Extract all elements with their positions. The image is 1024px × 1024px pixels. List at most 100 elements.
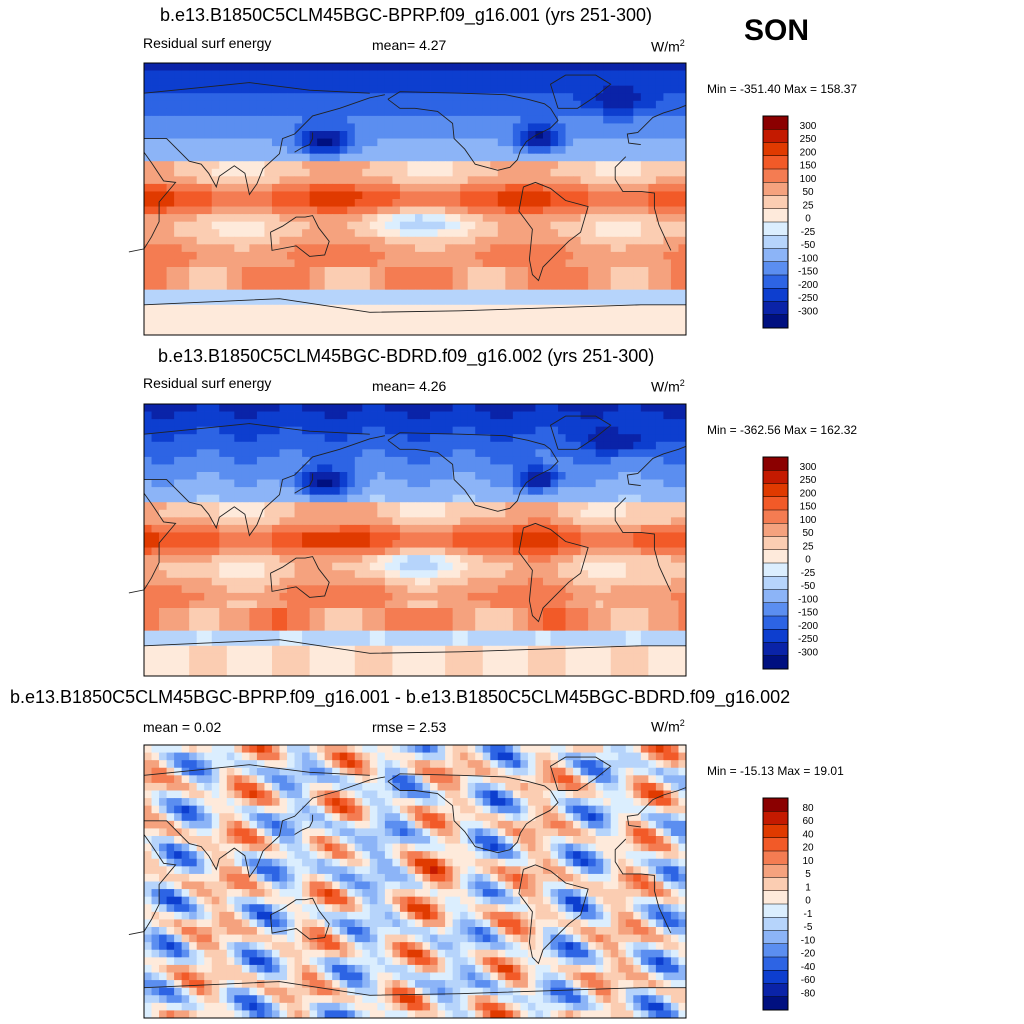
map-cell [196, 267, 205, 275]
map-cell [279, 259, 288, 268]
map-cell [407, 146, 416, 155]
map-cell [610, 221, 619, 230]
map-cell [618, 449, 627, 458]
map-cell [399, 608, 408, 616]
map-cell [166, 100, 175, 109]
map-cell [407, 638, 416, 647]
map-cell [174, 123, 183, 132]
map-cell [422, 585, 431, 594]
map-cell [287, 274, 295, 283]
map-cell [241, 509, 250, 518]
map-cell [595, 259, 604, 268]
map-cell [317, 161, 326, 170]
colorbar-tick-label: 300 [800, 121, 817, 132]
map-cell [324, 78, 333, 87]
map-cell [377, 434, 386, 443]
map-cell [204, 319, 213, 328]
map-cell [166, 449, 175, 458]
map-cell [422, 517, 431, 526]
map-cell [625, 555, 634, 564]
map-cell [595, 608, 604, 616]
map-cell [490, 494, 499, 503]
map-cell [159, 494, 167, 503]
map-cell [339, 108, 348, 117]
map-cell [399, 532, 408, 541]
map-cell [384, 449, 393, 458]
map-cell [610, 592, 619, 601]
map-cell [144, 608, 152, 616]
map-cell [422, 63, 431, 71]
map-cell [204, 524, 213, 533]
map-cell [430, 123, 438, 132]
map-cell [287, 244, 295, 253]
map-cell [377, 282, 386, 291]
map-cell [302, 509, 311, 518]
map-cell [302, 494, 311, 503]
map-cell [505, 319, 514, 328]
map-cell [362, 464, 371, 473]
map-cell [339, 630, 348, 639]
map-cell [204, 449, 213, 458]
map-cell [384, 304, 393, 313]
map-cell [181, 456, 190, 465]
map-cell [369, 236, 378, 245]
map-cell [309, 146, 318, 155]
map-cell [264, 214, 273, 223]
map-cell [309, 426, 318, 435]
map-cell [204, 259, 213, 268]
panel-2-units: W/m2 [651, 378, 685, 395]
map-cell [482, 540, 491, 548]
map-cell [565, 289, 574, 298]
map-cell [151, 608, 160, 616]
map-cell [332, 472, 341, 480]
map-cell [467, 517, 476, 526]
map-cell [415, 456, 423, 465]
map-cell [497, 131, 506, 139]
map-cell [460, 168, 469, 177]
map-cell [475, 479, 484, 488]
map-cell [663, 176, 672, 185]
coastline [387, 91, 559, 171]
map-cell [633, 479, 642, 488]
map-cell [678, 419, 687, 428]
map-cell [482, 153, 491, 162]
map-cell [625, 456, 634, 465]
map-cell [573, 191, 582, 200]
map-cell [241, 562, 250, 571]
map-cell [565, 138, 574, 147]
map-cell [332, 108, 341, 117]
map-cell [196, 221, 205, 230]
map-cell [294, 562, 303, 571]
map-cell [648, 199, 657, 207]
map-cell [588, 168, 597, 177]
map-cell [618, 547, 627, 556]
map-cell [159, 638, 167, 647]
map-cell [452, 85, 461, 94]
map-cell [302, 524, 311, 533]
map-cell [542, 608, 551, 616]
map-cells [144, 404, 687, 677]
map-cell [399, 183, 408, 192]
map-cell [271, 502, 280, 511]
map-cell [655, 411, 664, 420]
map-cell [339, 615, 348, 624]
map-cell [407, 419, 416, 428]
map-cell [347, 464, 356, 473]
map-cell [317, 78, 326, 87]
map-cell [550, 199, 559, 207]
map-cell [655, 479, 664, 488]
map-cell [309, 123, 318, 132]
map-cell [475, 426, 484, 435]
map-cell [241, 532, 250, 541]
map-cell [294, 319, 303, 328]
map-cell [181, 509, 190, 518]
map-cell [294, 115, 303, 124]
map-cell [678, 153, 687, 162]
map-cell [558, 577, 566, 586]
map-cell [407, 509, 416, 518]
map-cell [558, 441, 566, 450]
map-cell [445, 623, 454, 632]
map-cell [452, 441, 461, 450]
map-cell [256, 577, 265, 586]
map-cell [249, 259, 258, 268]
